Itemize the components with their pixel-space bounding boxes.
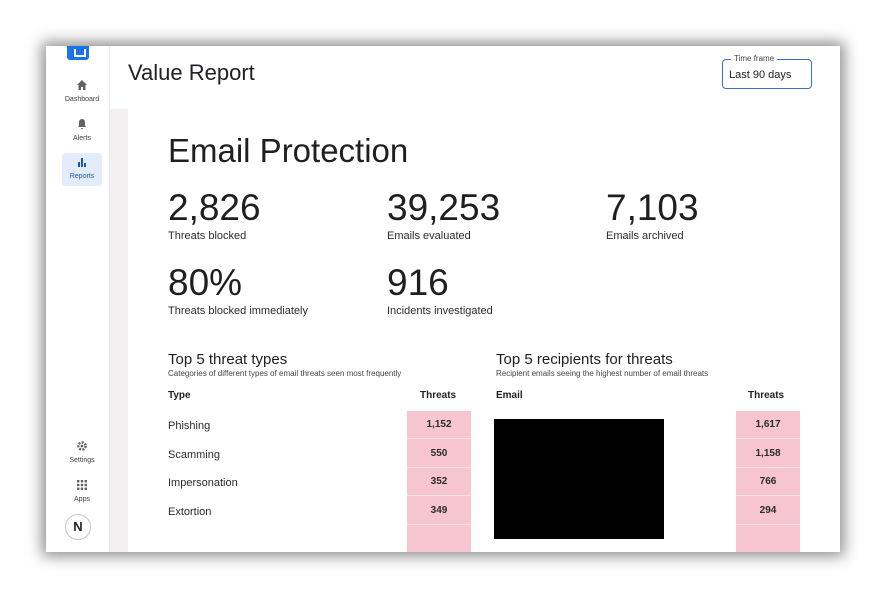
sidebar-item-alerts[interactable]: Alerts: [62, 118, 102, 150]
sidebar-item-apps[interactable]: Apps: [62, 479, 102, 511]
metric-label: Emails archived: [606, 230, 684, 242]
sidebar-item-label: Dashboard: [64, 96, 100, 103]
metric-threats-blocked-immediately: 80% Threats blocked immediately: [168, 262, 309, 318]
timeframe-value: Last 90 days: [729, 69, 792, 81]
page-title: Value Report: [128, 60, 255, 85]
timeframe-label: Time frame: [731, 54, 778, 63]
metric-value: 39,253: [387, 187, 501, 228]
sidebar-item-dashboard[interactable]: Dashboard: [62, 79, 102, 111]
sidebar: Dashboard Alerts Reports Settings: [46, 46, 110, 552]
recipient-threat-count-cell: 1,617: [736, 411, 800, 439]
recipients-subtitle: Recipient emails seeing the highest numb…: [496, 369, 709, 378]
threat-types-subtitle: Categories of different types of email t…: [168, 369, 402, 378]
section-title: Email Protection: [168, 132, 409, 169]
metric-label: Emails evaluated: [387, 230, 471, 242]
app-logo: [67, 46, 89, 60]
metric-label: Threats blocked immediately: [168, 305, 309, 317]
threat-type-label: Impersonation: [168, 477, 238, 489]
metric-label: Threats blocked: [168, 230, 247, 242]
threat-count-cell: 550: [407, 440, 471, 468]
metric-value: 2,826: [168, 187, 261, 228]
metric-value: 7,103: [606, 187, 699, 228]
metric-threats-blocked: 2,826 Threats blocked: [168, 187, 261, 243]
recipient-threat-count-cell: 1,158: [736, 440, 800, 468]
bar-chart-icon: [62, 156, 102, 172]
timeframe-select[interactable]: Time frame Last 90 days: [722, 54, 812, 89]
bell-icon: [62, 118, 102, 134]
metric-incidents-investigated: 916 Incidents investigated: [387, 262, 493, 318]
sidebar-item-reports[interactable]: Reports: [62, 153, 102, 186]
redacted-email-list: [494, 419, 664, 539]
threat-type-label: Phishing: [168, 420, 211, 432]
metric-emails-evaluated: 39,253 Emails evaluated: [387, 187, 501, 243]
content-gutter: [110, 109, 128, 552]
apps-grid-icon: [62, 479, 102, 495]
sidebar-item-label: Settings: [69, 457, 95, 464]
threat-count-cell: 352: [407, 468, 471, 496]
metric-value: 80%: [168, 262, 243, 303]
threat-count-cell: 349: [407, 497, 471, 525]
recipients-col-threats: Threats: [748, 390, 785, 401]
sidebar-item-label: Apps: [74, 496, 90, 503]
gear-icon: [62, 440, 102, 456]
threat-types-title: Top 5 threat types: [168, 351, 288, 368]
threat-count-cell: 1,152: [407, 411, 471, 439]
threat-types-col-threats: Threats: [420, 390, 457, 401]
sidebar-item-settings[interactable]: Settings: [62, 440, 102, 472]
recipient-threat-count-cell: 294: [736, 497, 800, 525]
avatar[interactable]: N: [65, 514, 91, 540]
threat-type-label: Extortion: [168, 506, 212, 518]
recipients-title: Top 5 recipients for threats: [496, 351, 673, 368]
threat-types-col-type: Type: [168, 390, 191, 401]
threat-types-threats-column: [407, 411, 471, 552]
recipients-threats-column: [736, 411, 800, 552]
metric-label: Incidents investigated: [387, 305, 493, 317]
recipient-threat-count-cell: 766: [736, 468, 800, 496]
sidebar-item-label: Reports: [69, 173, 95, 180]
sidebar-item-label: Alerts: [73, 135, 91, 142]
home-icon: [62, 79, 102, 95]
app-window: Dashboard Alerts Reports Settings: [46, 46, 840, 552]
threat-type-label: Scamming: [168, 449, 220, 461]
recipients-col-email: Email: [496, 390, 523, 401]
metric-value: 916: [387, 262, 449, 303]
metric-emails-archived: 7,103 Emails archived: [606, 187, 699, 243]
